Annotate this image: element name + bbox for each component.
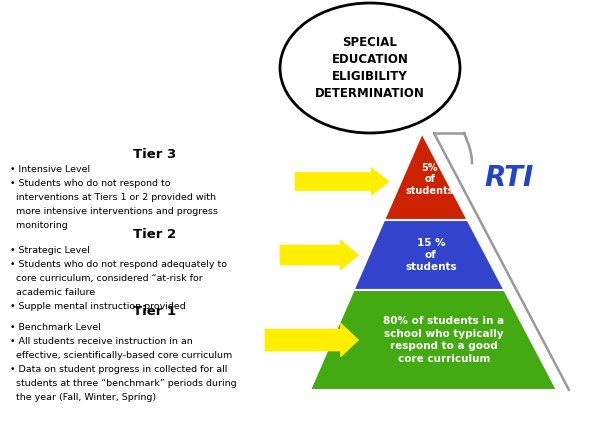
Text: • Students who do not respond adequately to: • Students who do not respond adequately… bbox=[10, 260, 227, 269]
Text: Tier 1: Tier 1 bbox=[133, 305, 177, 318]
Text: • All students receive instruction in an: • All students receive instruction in an bbox=[10, 337, 193, 346]
Text: • Data on student progress in collected for all: • Data on student progress in collected … bbox=[10, 365, 228, 374]
Text: SPECIAL
EDUCATION
ELIGIBILITY
DETERMINATION: SPECIAL EDUCATION ELIGIBILITY DETERMINAT… bbox=[315, 36, 425, 100]
Text: • Benchmark Level: • Benchmark Level bbox=[10, 323, 101, 332]
Text: interventions at Tiers 1 or 2 provided with: interventions at Tiers 1 or 2 provided w… bbox=[10, 193, 216, 202]
Text: 80% of students in a
school who typically
respond to a good
core curriculum: 80% of students in a school who typicall… bbox=[384, 316, 504, 364]
Text: 15 %
of
students: 15 % of students bbox=[405, 237, 457, 272]
Polygon shape bbox=[265, 323, 359, 357]
Text: RTI: RTI bbox=[484, 164, 534, 192]
Polygon shape bbox=[384, 133, 468, 220]
Text: 5%
of
students: 5% of students bbox=[405, 163, 453, 196]
Text: the year (Fall, Winter, Spring): the year (Fall, Winter, Spring) bbox=[10, 393, 156, 402]
Text: students at three “benchmark” periods during: students at three “benchmark” periods du… bbox=[10, 379, 237, 388]
Text: Tier 3: Tier 3 bbox=[133, 148, 177, 161]
Ellipse shape bbox=[280, 3, 460, 133]
Text: core curriculum, considered “at-risk for: core curriculum, considered “at-risk for bbox=[10, 274, 203, 283]
Polygon shape bbox=[354, 220, 504, 290]
Text: • Strategic Level: • Strategic Level bbox=[10, 246, 90, 255]
Text: Tier 2: Tier 2 bbox=[133, 228, 177, 241]
Polygon shape bbox=[310, 290, 557, 390]
Polygon shape bbox=[295, 167, 389, 195]
Polygon shape bbox=[400, 68, 424, 123]
Text: • Supple mental instruction provided: • Supple mental instruction provided bbox=[10, 302, 186, 311]
Text: • Intensive Level: • Intensive Level bbox=[10, 165, 90, 174]
Text: more intensive interventions and progress: more intensive interventions and progres… bbox=[10, 207, 218, 216]
Text: monitoring: monitoring bbox=[10, 221, 68, 230]
Text: • Students who do not respond to: • Students who do not respond to bbox=[10, 179, 171, 188]
Text: effective, scientifically-based core curriculum: effective, scientifically-based core cur… bbox=[10, 351, 232, 360]
Text: academic failure: academic failure bbox=[10, 288, 95, 297]
Polygon shape bbox=[280, 240, 359, 270]
